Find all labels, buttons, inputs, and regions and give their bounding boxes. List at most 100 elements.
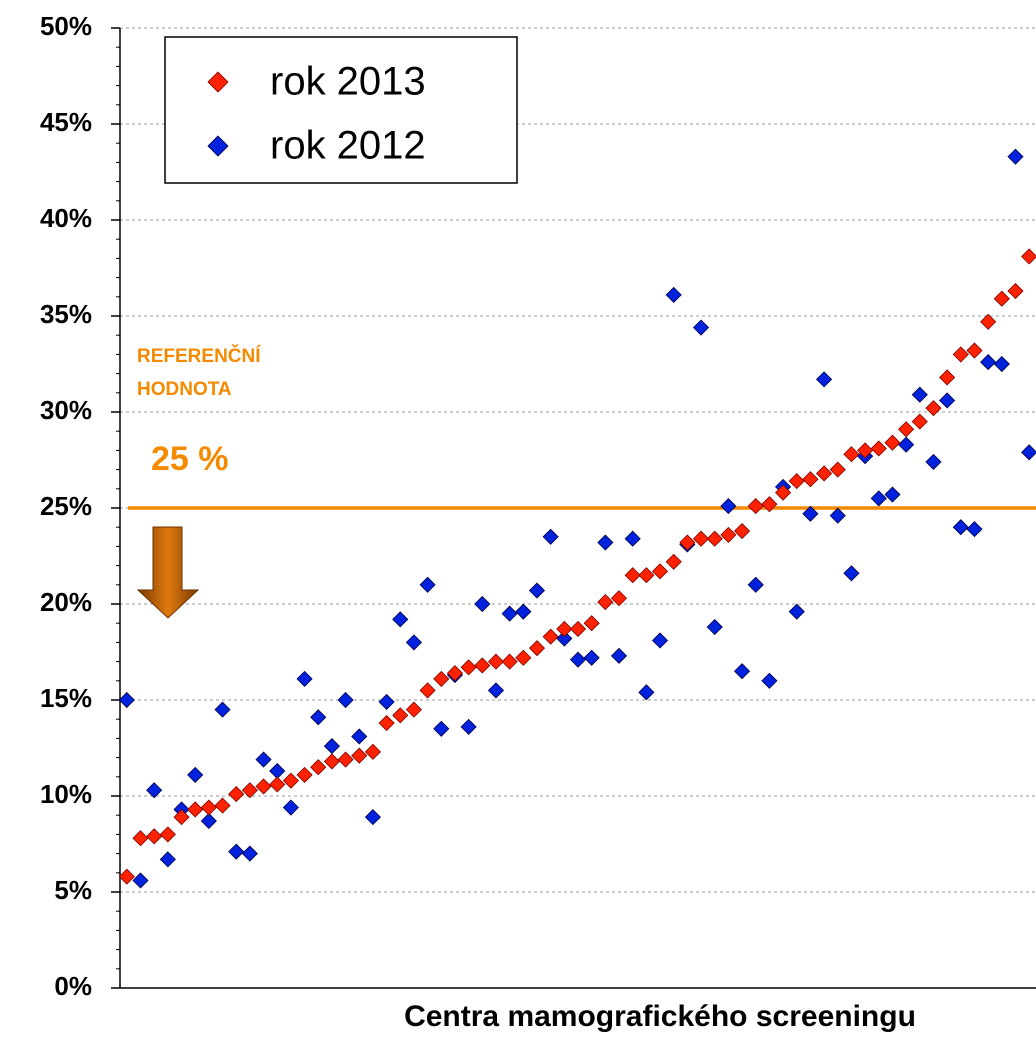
- legend-label: rok 2012: [270, 124, 426, 168]
- y-tick-label: 35%: [40, 299, 92, 329]
- data-point: [816, 371, 833, 388]
- data-point: [802, 505, 819, 522]
- y-tick-label: 10%: [40, 779, 92, 809]
- data-point: [939, 392, 956, 409]
- data-point: [255, 778, 272, 795]
- y-tick-label: 40%: [40, 203, 92, 233]
- y-tick-label: 15%: [40, 683, 92, 713]
- data-point: [692, 319, 710, 336]
- data-point: [952, 519, 969, 536]
- data-point: [829, 461, 846, 478]
- data-point: [610, 647, 628, 664]
- data-point: [255, 751, 272, 768]
- data-point: [720, 526, 737, 543]
- data-point: [241, 845, 258, 862]
- data-point: [761, 496, 778, 513]
- data-point: [733, 663, 751, 680]
- data-point: [884, 486, 901, 503]
- data-point: [966, 521, 983, 538]
- data-point: [501, 605, 518, 622]
- data-point: [460, 718, 477, 735]
- data-point: [118, 868, 135, 885]
- data-point: [1007, 282, 1024, 300]
- data-point: [583, 615, 600, 632]
- data-point: [282, 772, 299, 789]
- data-point: [323, 738, 340, 755]
- y-tick-label: 50%: [40, 11, 92, 41]
- data-point: [692, 530, 710, 547]
- data-point: [816, 465, 833, 482]
- data-point: [980, 313, 997, 330]
- data-point: [269, 762, 286, 780]
- data-point: [706, 618, 723, 636]
- data-point: [419, 576, 436, 593]
- data-point: [378, 714, 395, 732]
- data-point: [118, 691, 135, 709]
- y-tick-label: 45%: [40, 107, 92, 137]
- data-point: [857, 442, 874, 459]
- data-point: [1021, 248, 1036, 265]
- data-point: [843, 446, 860, 463]
- data-point: [419, 682, 436, 699]
- data-point: [146, 828, 163, 845]
- data-point: [556, 620, 573, 638]
- data-point: [843, 565, 860, 582]
- data-point: [433, 720, 450, 737]
- data-point: [351, 747, 368, 764]
- data-point: [528, 582, 546, 599]
- data-point: [474, 657, 491, 674]
- data-point: [337, 751, 354, 768]
- data-point: [1007, 148, 1024, 165]
- legend-label: rok 2013: [270, 60, 426, 104]
- data-point: [282, 799, 299, 816]
- y-tick-label: 0%: [54, 971, 92, 1001]
- data-point: [898, 436, 915, 453]
- reference-value-label: 25 %: [151, 440, 229, 478]
- data-point: [939, 369, 956, 386]
- data-point: [665, 286, 682, 303]
- data-point: [993, 355, 1010, 373]
- data-point: [1021, 444, 1036, 461]
- data-point: [884, 434, 901, 451]
- data-point: [433, 670, 450, 687]
- y-tick-label: 5%: [54, 875, 92, 905]
- data-point: [980, 354, 997, 371]
- data-point: [788, 473, 805, 490]
- data-point: [528, 640, 546, 657]
- data-point: [392, 707, 409, 724]
- data-point: [405, 701, 423, 718]
- data-point: [296, 766, 313, 783]
- legend-marker: [207, 135, 229, 157]
- data-point: [364, 809, 381, 826]
- data-point: [638, 567, 655, 584]
- data-point: [378, 693, 395, 710]
- data-point: [187, 766, 204, 783]
- data-point: [665, 553, 682, 570]
- data-point: [228, 786, 245, 803]
- data-point: [624, 530, 641, 547]
- data-point: [474, 595, 491, 613]
- data-point: [597, 594, 614, 611]
- legend-marker: [207, 71, 229, 93]
- data-point: [925, 453, 942, 470]
- reference-label: HODNOTA: [137, 379, 232, 400]
- data-point: [310, 709, 327, 726]
- data-point: [200, 799, 217, 816]
- data-point: [775, 484, 792, 501]
- data-point: [310, 759, 327, 776]
- data-point: [214, 797, 231, 814]
- data-point: [583, 649, 600, 666]
- data-point: [460, 659, 477, 676]
- data-point: [706, 530, 723, 547]
- data-point: [132, 830, 149, 847]
- reference-label: REFERENČNÍ: [137, 345, 261, 367]
- data-point: [966, 342, 983, 359]
- data-point: [911, 386, 928, 403]
- data-point: [323, 753, 340, 770]
- data-point: [569, 620, 587, 638]
- down-arrow: [136, 526, 200, 619]
- y-tick-label: 20%: [40, 587, 92, 617]
- data-point: [159, 826, 176, 843]
